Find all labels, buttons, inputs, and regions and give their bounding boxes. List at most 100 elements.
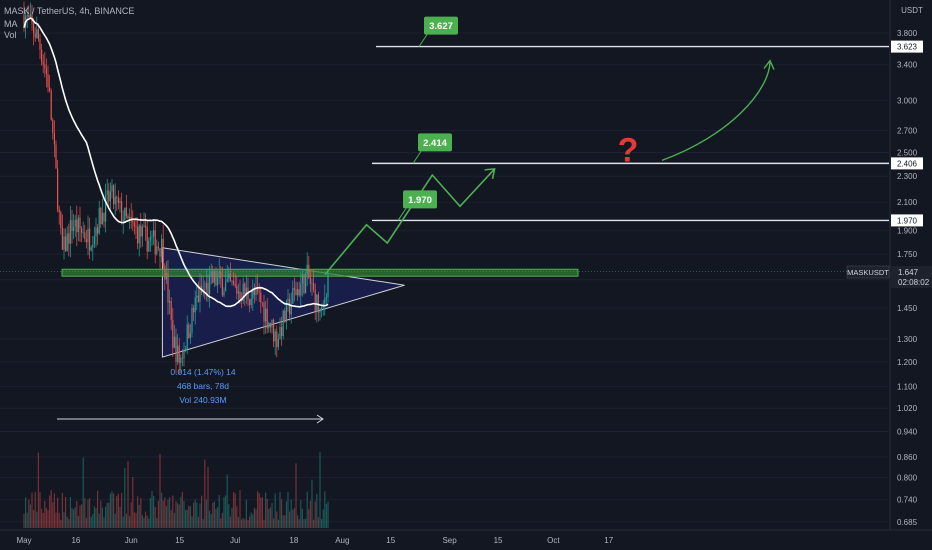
volume-bar [277,519,279,528]
vol-legend[interactable]: Vol [4,30,17,40]
candle-body [205,282,207,290]
price-tick: 1.020 [897,404,918,413]
volume-bar [237,516,239,528]
price-tick: 2.100 [897,198,918,207]
candle-body [186,324,188,349]
candle-body [218,271,220,278]
volume-bar [53,493,55,528]
time-tick: Jul [230,536,240,545]
candle-body [188,324,190,338]
volume-bar [210,514,212,528]
candle-body [71,220,73,232]
candle-body [226,278,228,282]
level-tag-text: 2.406 [897,159,918,168]
volume-bar [319,452,321,528]
volume-bar [65,496,67,528]
volume-bar [82,457,84,528]
candle-body [66,233,68,252]
time-tick: 17 [604,536,613,545]
volume-bar [282,515,284,528]
volume-bar [178,504,180,528]
volume-bar [287,491,289,528]
candle-body [100,207,102,224]
candle-body [114,196,116,205]
candle-body [293,288,295,290]
volume-bar [153,495,155,528]
level-tag [891,214,923,227]
price-tick: 1.900 [897,227,918,236]
candle-body [161,238,163,257]
volume-bar [69,497,71,528]
time-tick: 16 [71,536,80,545]
volume-bar [252,514,254,528]
time-tick: Jun [125,536,138,545]
price-tick: 1.450 [897,304,918,313]
volume-bar [122,516,124,528]
volume-bar [98,513,100,528]
candle-body [244,283,246,295]
candle-body [319,309,321,313]
candle-body [274,331,276,342]
candle-body [297,289,299,296]
candle-body [39,38,41,50]
candle-body [263,302,265,322]
volume-bar [255,509,257,528]
candle-body [305,274,307,294]
volume-bar [146,515,148,528]
horizontal-levels [372,45,889,222]
candle-body [231,281,233,282]
candle-body [189,332,191,338]
volume-bar [154,507,156,528]
volume-bar [313,519,315,528]
volume-bar [311,479,313,528]
candle-body [306,264,308,275]
volume-bar [162,500,164,528]
candle-body [234,283,236,286]
volume-bar [317,517,319,528]
volume-bar [321,518,323,528]
candle-body [245,287,247,295]
candle-body [79,217,81,229]
last-price-value: 1.647 [898,268,919,277]
candle-body [217,277,219,286]
measure-tool[interactable]: 0.014 (1.47%) 14 468 bars, 78d Vol 240.9… [57,367,324,424]
candle-body [84,232,86,240]
target-pointer [397,208,407,221]
projection-path[interactable] [324,168,496,276]
price-axis[interactable] [890,0,932,530]
candle-body [53,132,55,145]
target-curve-arrow[interactable] [661,60,771,162]
volume-bar [169,497,171,528]
candle-body [41,49,43,62]
volume-bar [324,491,326,528]
candle-body [308,264,310,279]
symbol-tag-text: MASKUSDT [847,268,889,277]
volume-bar [269,507,271,528]
volume-bar [308,509,310,528]
volume-bar [79,505,81,528]
resistance-band[interactable] [61,268,579,277]
volume-bar [44,500,46,528]
candle-body [228,273,230,279]
volume-bar [228,504,230,528]
volume-bar [300,499,302,528]
volume-bar [84,498,86,528]
candle-body [132,220,134,223]
volume-bar [137,496,139,528]
price-tick: 0.940 [897,427,918,436]
candle-body [300,283,302,296]
price-tick: 3.000 [897,96,918,105]
candle-body [197,295,199,303]
ma-legend[interactable]: MA [4,19,18,29]
candle-body [98,207,100,234]
volume-bar [281,499,283,528]
volume-bar [55,512,57,528]
time-axis[interactable] [0,530,932,550]
measure-line-2: 468 bars, 78d [177,381,229,391]
candle-body [229,273,231,282]
volume-bar [322,509,324,528]
price-level-tags: 3.623 2.406 1.970 [891,40,923,227]
symbol-header[interactable]: MASK / TetherUS, 4h, BINANCE [4,6,135,16]
candle-body [325,296,327,299]
